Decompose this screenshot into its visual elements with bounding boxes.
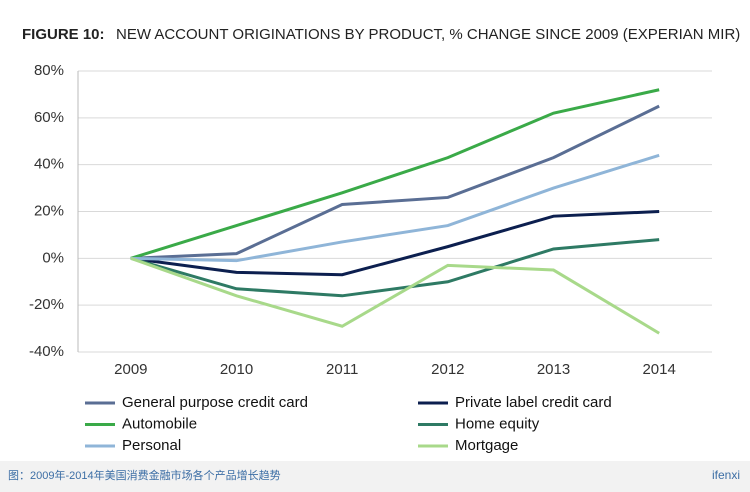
- series-line: [130, 88, 660, 260]
- caption-bar: [0, 461, 750, 492]
- y-tick-label: -20%: [29, 296, 64, 313]
- y-tick-label: 60%: [34, 109, 64, 126]
- legend-label: Automobile: [122, 415, 197, 432]
- legend-label: Personal: [122, 437, 181, 454]
- legend-label: General purpose credit card: [122, 394, 308, 411]
- series-line: [130, 153, 660, 263]
- watermark: ifenxi: [712, 468, 740, 482]
- x-tick-label: 2009: [114, 361, 147, 378]
- y-tick-label: -40%: [29, 343, 64, 360]
- y-tick-label: 40%: [34, 156, 64, 173]
- chart-title: NEW ACCOUNT ORIGINATIONS BY PRODUCT, % C…: [116, 26, 740, 43]
- y-tick-label: 20%: [34, 202, 64, 219]
- x-tick-label: 2011: [326, 361, 358, 378]
- figure-label: FIGURE 10:: [22, 26, 105, 43]
- legend-label: Home equity: [455, 415, 540, 432]
- x-tick-label: 2013: [537, 361, 570, 378]
- caption: 图：2009年-2014年美国消费金融市场各个产品增长趋势: [8, 468, 281, 482]
- legend-label: Mortgage: [455, 437, 518, 454]
- series-line: [130, 210, 660, 277]
- y-tick-label: 80%: [34, 62, 64, 79]
- legend-label: Private label credit card: [455, 394, 612, 411]
- x-tick-label: 2012: [431, 361, 464, 378]
- y-tick-label: 0%: [42, 249, 64, 266]
- x-tick-label: 2014: [642, 361, 675, 378]
- series-line: [130, 104, 660, 260]
- series-line: [130, 256, 660, 335]
- series-line: [130, 238, 660, 298]
- x-tick-label: 2010: [220, 361, 253, 378]
